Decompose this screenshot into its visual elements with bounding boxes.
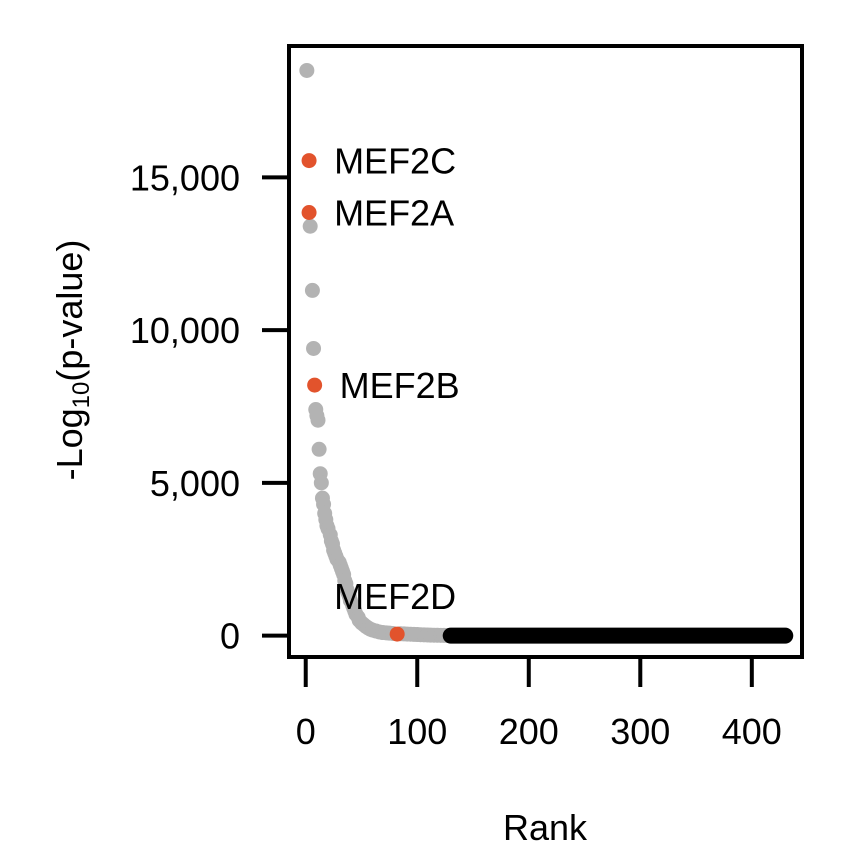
plot-frame [287, 44, 804, 659]
highlight-labels: MEF2C MEF2A MEF2B MEF2D [334, 141, 460, 618]
data-point [306, 340, 322, 356]
data-point [304, 282, 320, 298]
x-axis-label: Rank [503, 807, 588, 848]
y-axis-label: -Log10(p-value) [49, 240, 95, 481]
x-tick-label: 100 [387, 711, 447, 752]
y-axis: 0 5,000 10,000 15,000 [130, 157, 289, 657]
highlight-point [389, 626, 405, 642]
y-tick-label: 5,000 [150, 463, 240, 504]
highlight-label: MEF2B [340, 365, 460, 406]
highlight-label: MEF2C [334, 141, 456, 182]
data-point [311, 441, 327, 457]
x-axis: 0 100 200 300 400 [296, 655, 782, 752]
data-point [299, 62, 315, 78]
y-tick-label: 0 [220, 616, 240, 657]
x-tick-label: 300 [610, 711, 670, 752]
x-tick-label: 400 [722, 711, 782, 752]
data-point [313, 475, 329, 491]
data-point [310, 412, 326, 428]
y-tick-label: 15,000 [130, 157, 240, 198]
y-tick-label: 10,000 [130, 310, 240, 351]
x-tick-label: 200 [499, 711, 559, 752]
highlight-point [307, 377, 323, 393]
x-tick-label: 0 [296, 711, 316, 752]
data-point [302, 218, 318, 234]
highlight-point [301, 204, 317, 220]
highlight-label: MEF2A [334, 192, 454, 233]
highlight-label: MEF2D [334, 576, 456, 617]
data-points [299, 62, 794, 644]
highlight-point [301, 153, 317, 169]
